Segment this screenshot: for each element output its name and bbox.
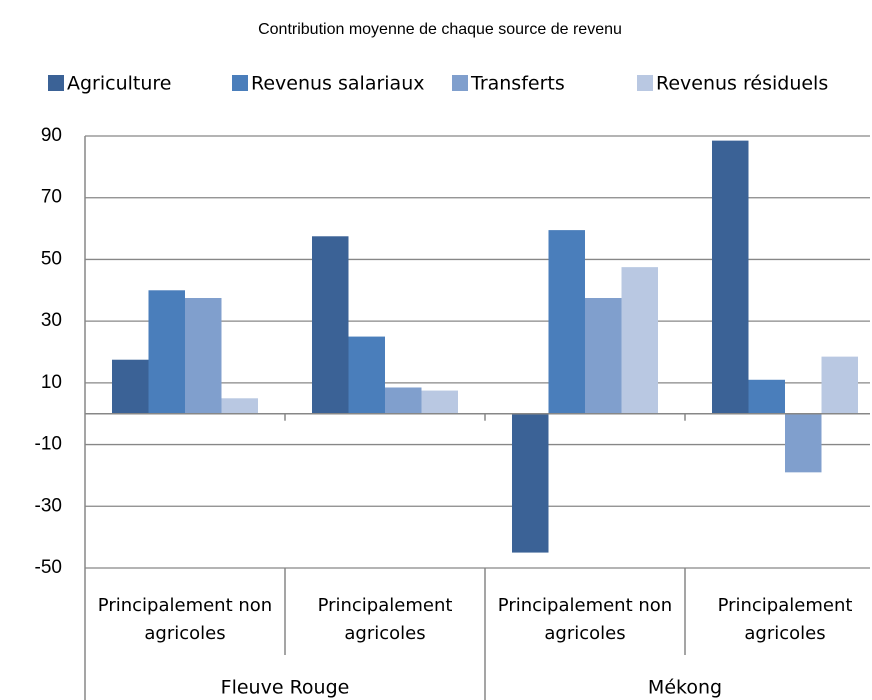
legend-label: Transferts xyxy=(470,73,565,95)
bar xyxy=(348,336,385,414)
legend-label: Revenus résiduels xyxy=(656,73,828,95)
y-tick-label: -10 xyxy=(35,434,62,455)
x-tick-label: Principalement agricoles xyxy=(317,595,453,644)
bar xyxy=(312,236,349,414)
x-tick-label-box: Principalement non agricoles xyxy=(497,595,673,644)
bar xyxy=(821,356,858,414)
bar xyxy=(385,387,422,414)
legend-swatch xyxy=(637,75,653,91)
bar xyxy=(712,140,749,414)
y-tick-label: 90 xyxy=(41,125,62,146)
x-tick-label: Principalement agricoles xyxy=(717,595,853,644)
x-tick-label-box: Principalement agricoles xyxy=(317,595,453,644)
legend-swatch xyxy=(48,75,64,91)
x-tick-label: Principalement non agricoles xyxy=(497,595,673,644)
bar xyxy=(148,290,185,414)
bar xyxy=(548,230,585,414)
bar xyxy=(748,379,785,414)
bar xyxy=(421,390,458,414)
legend-label: Agriculture xyxy=(67,73,172,95)
bar xyxy=(512,413,549,553)
y-tick-label: 70 xyxy=(41,187,62,208)
bar xyxy=(585,298,622,414)
y-tick-label: -50 xyxy=(35,557,62,578)
x-tick-label-box: Principalement non agricoles xyxy=(97,595,273,644)
x-tick-label-box: Principalement agricoles xyxy=(717,595,853,644)
legend-swatch xyxy=(232,75,248,91)
bar xyxy=(785,413,822,473)
group-label: Mékong xyxy=(648,677,722,699)
y-tick-label: 10 xyxy=(41,372,62,393)
chart-title: Contribution moyenne de chaque source de… xyxy=(258,21,622,38)
x-tick-label: Principalement non agricoles xyxy=(97,595,273,644)
y-tick-label: -30 xyxy=(35,495,62,516)
group-label: Fleuve Rouge xyxy=(221,677,350,699)
y-tick-label: 50 xyxy=(41,248,62,269)
legend-label: Revenus salariaux xyxy=(251,73,424,95)
legend-swatch xyxy=(452,75,468,91)
y-tick-label: 30 xyxy=(41,310,62,331)
bar xyxy=(221,398,258,414)
bar xyxy=(185,298,222,414)
bar xyxy=(112,359,149,414)
bar xyxy=(621,267,658,414)
